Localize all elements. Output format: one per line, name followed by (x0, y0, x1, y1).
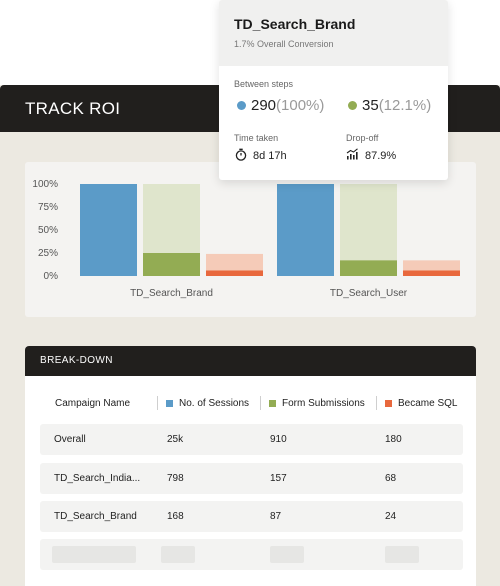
skeleton-cell (270, 546, 304, 563)
campaign-name-cell: Overall (54, 434, 86, 445)
form-submissions-swatch-icon (269, 400, 276, 407)
breakdown-header: BREAK-DOWN (25, 346, 476, 376)
became-sql-cell: 68 (385, 473, 397, 484)
between-steps-label: Between steps (234, 79, 294, 89)
time-taken-label: Time taken (234, 133, 279, 143)
y-tick-label: 50% (38, 225, 58, 236)
skeleton-cell (385, 546, 419, 563)
skeleton-cell (52, 546, 136, 563)
table-row[interactable]: TD_Search_Brand 168 87 24 (40, 501, 463, 532)
sessions-cell: 25k (167, 434, 184, 445)
dropoff-label: Drop-off (346, 133, 379, 143)
funnel-tooltip: TD_Search_Brand 1.7% Overall Conversion … (219, 0, 448, 180)
campaign-name-cell: TD_Search_India... (54, 473, 141, 484)
y-tick-label: 100% (32, 179, 58, 190)
form-submissions-cell: 910 (270, 434, 287, 445)
form-submissions-dot-icon (348, 101, 357, 110)
tooltip-title: TD_Search_Brand (234, 16, 356, 32)
table-row-overall[interactable]: Overall 25k 910 180 (40, 424, 463, 455)
y-tick-label: 75% (38, 202, 58, 213)
time-taken-text: 8d 17h (253, 150, 287, 162)
step2-count: 35 (362, 97, 379, 114)
y-tick-label: 25% (38, 248, 58, 259)
column-divider (157, 396, 158, 410)
campaign-name-cell: TD_Search_Brand (54, 511, 137, 522)
form-submissions-cell: 87 (270, 511, 282, 522)
bar (206, 270, 263, 276)
column-header-label: Form Submissions (282, 398, 365, 409)
tooltip-header: TD_Search_Brand 1.7% Overall Conversion (219, 0, 448, 66)
skeleton-cell (161, 546, 195, 563)
bar (80, 184, 137, 276)
time-taken-value: 8d 17h (235, 148, 287, 164)
chart-panel: 100% 75% 50% 25% 0% TD_Search_Brand TD_Search_… (25, 162, 476, 317)
y-tick-label: 0% (44, 271, 59, 282)
category-label: TD_Search_Brand (130, 288, 213, 299)
sessions-cell: 798 (167, 473, 184, 484)
became-sql-cell: 24 (385, 511, 397, 522)
column-header-label: No. of Sessions (179, 398, 250, 409)
bar (340, 260, 397, 276)
dropoff-value: 87.9% (346, 148, 396, 163)
column-header-label: Became SQL (398, 398, 458, 409)
column-header-form-submissions[interactable]: Form Submissions (269, 398, 365, 409)
trend-chart-icon (346, 148, 359, 163)
column-header-label: Campaign Name (55, 398, 131, 409)
category-label: TD_Search_User (330, 288, 408, 299)
became-sql-swatch-icon (385, 400, 392, 407)
roi-title: TRACK ROI (25, 99, 121, 118)
form-submissions-cell: 157 (270, 473, 287, 484)
bar (403, 270, 460, 276)
funnel-bar-chart: 100% 75% 50% 25% 0% TD_Search_Brand TD_Search_… (32, 179, 460, 299)
step2-value: 35 (12.1%) (348, 97, 431, 114)
step1-value: 290 (100%) (237, 97, 324, 114)
became-sql-cell: 180 (385, 434, 402, 445)
step1-count: 290 (251, 97, 277, 114)
bar-background (206, 253, 263, 276)
stopwatch-icon (235, 148, 247, 164)
column-header-sessions[interactable]: No. of Sessions (166, 398, 249, 409)
column-header-became-sql[interactable]: Became SQL (385, 398, 457, 409)
table-row[interactable]: TD_Search_India... 798 157 68 (40, 463, 463, 494)
step1-percent: (100%) (276, 97, 325, 114)
bar (143, 253, 200, 276)
sessions-cell: 168 (167, 511, 184, 522)
breakdown-title: BREAK-DOWN (40, 355, 113, 366)
sessions-dot-icon (237, 101, 246, 110)
table-row-placeholder (40, 539, 463, 570)
dropoff-text: 87.9% (365, 149, 397, 162)
sessions-swatch-icon (166, 400, 173, 407)
step2-percent: (12.1%) (378, 97, 432, 114)
tooltip-subtitle: 1.7% Overall Conversion (234, 39, 334, 49)
bar (277, 184, 334, 276)
column-divider (376, 396, 377, 410)
column-header-campaign[interactable]: Campaign Name (55, 398, 130, 409)
column-divider (260, 396, 261, 410)
